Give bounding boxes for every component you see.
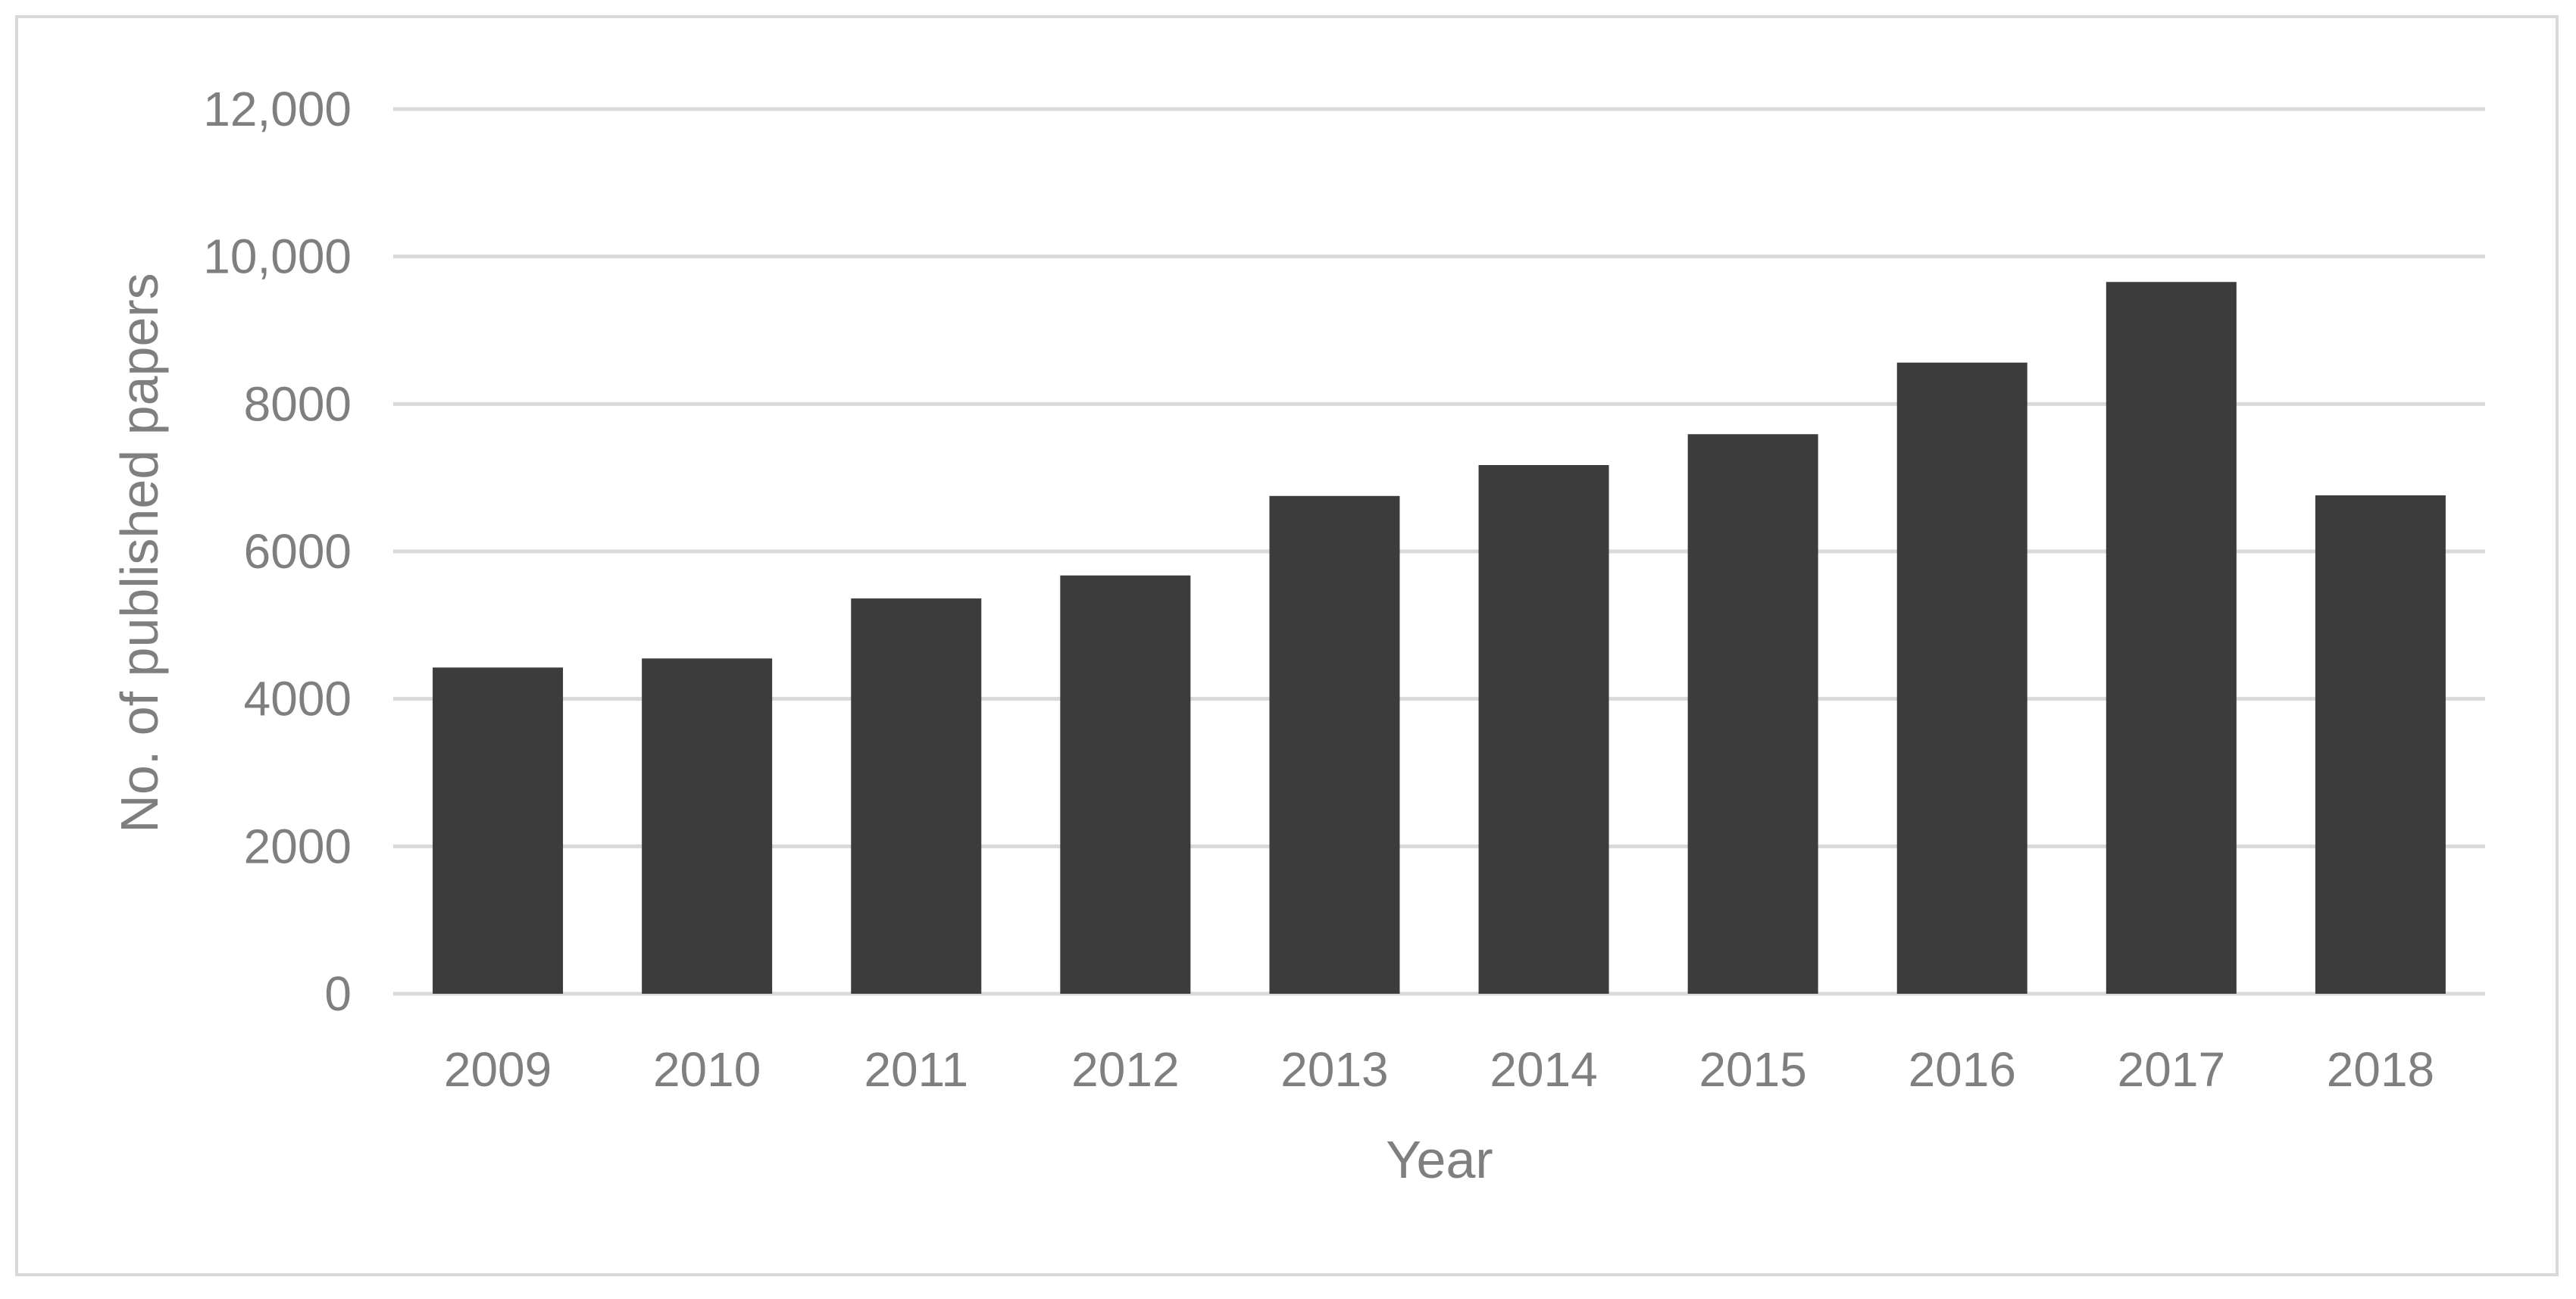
bar-2018 [2315, 495, 2446, 994]
bar-2013 [1269, 495, 1400, 994]
bar-2016 [1896, 362, 2027, 994]
x-tick-label: 2012 [1071, 1042, 1179, 1097]
y-tick-label: 2000 [244, 819, 352, 873]
y-tick-label: 4000 [244, 672, 352, 726]
bar-2009 [433, 667, 564, 994]
x-tick-label: 2013 [1280, 1042, 1388, 1097]
x-tick-label: 2016 [1909, 1042, 2016, 1097]
y-axis-title: No. of published papers [110, 273, 169, 832]
bar-2015 [1687, 434, 1818, 994]
bar-2014 [1478, 465, 1609, 994]
y-tick-label: 0 [324, 966, 352, 1021]
x-tick-label: 2014 [1490, 1042, 1597, 1097]
bar-2012 [1060, 575, 1191, 994]
y-tick-label: 6000 [244, 524, 352, 579]
bar-2017 [2106, 282, 2237, 994]
bar-2010 [642, 658, 773, 994]
x-tick-label: 2018 [2327, 1042, 2434, 1097]
bar-2011 [851, 598, 982, 994]
x-axis-title: Year [1386, 1130, 1493, 1189]
x-tick-label: 2015 [1699, 1042, 1806, 1097]
x-tick-label: 2009 [444, 1042, 552, 1097]
y-tick-label: 8000 [244, 376, 352, 431]
x-tick-label: 2011 [864, 1042, 968, 1097]
y-tick-label: 12,000 [203, 82, 352, 136]
x-tick-label: 2017 [2118, 1042, 2225, 1097]
x-tick-label: 2010 [653, 1042, 761, 1097]
y-tick-label: 10,000 [203, 230, 352, 284]
